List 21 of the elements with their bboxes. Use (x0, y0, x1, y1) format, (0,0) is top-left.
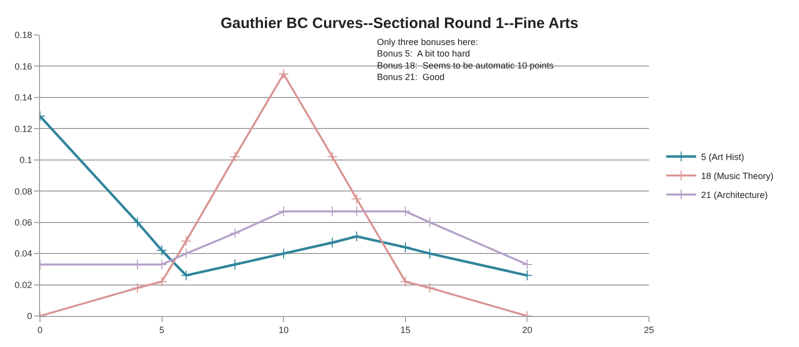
y-tick-label: 0.08 (14, 186, 32, 196)
y-tick-label: 0.18 (14, 30, 32, 40)
y-tick-label: 0.12 (14, 124, 32, 134)
x-tick-label: 15 (400, 324, 410, 335)
legend-label: 18 (Music Theory) (701, 171, 774, 182)
y-tick-label: 0.04 (14, 248, 32, 259)
chart-title: Gauthier BC Curves--Sectional Round 1--Fine Arts (220, 14, 578, 32)
legend-label: 21 (Architecture) (701, 190, 768, 200)
x-tick-label: 20 (522, 324, 532, 335)
x-tick-label: 25 (644, 324, 654, 335)
annotation: Only three bonuses here: Bonus 5: A bit too hard Bonus 18: Seems to be automatic 10 points Bonus 21: Good (377, 37, 554, 82)
x-tick-label: 5 (159, 324, 164, 335)
legend-label: 5 (Art Hist) (701, 152, 744, 162)
x-tick-label: 10 (278, 324, 289, 335)
y-tick-label: 0.14 (14, 92, 32, 103)
y-tick-label: 0.06 (14, 217, 32, 228)
y-tick-label: 0.16 (14, 61, 32, 72)
y-tick-label: 0 (27, 311, 32, 322)
y-tick-label: 0.02 (14, 280, 32, 290)
y-tick-label: 0.1 (20, 155, 32, 166)
x-tick-label: 0 (37, 324, 43, 335)
